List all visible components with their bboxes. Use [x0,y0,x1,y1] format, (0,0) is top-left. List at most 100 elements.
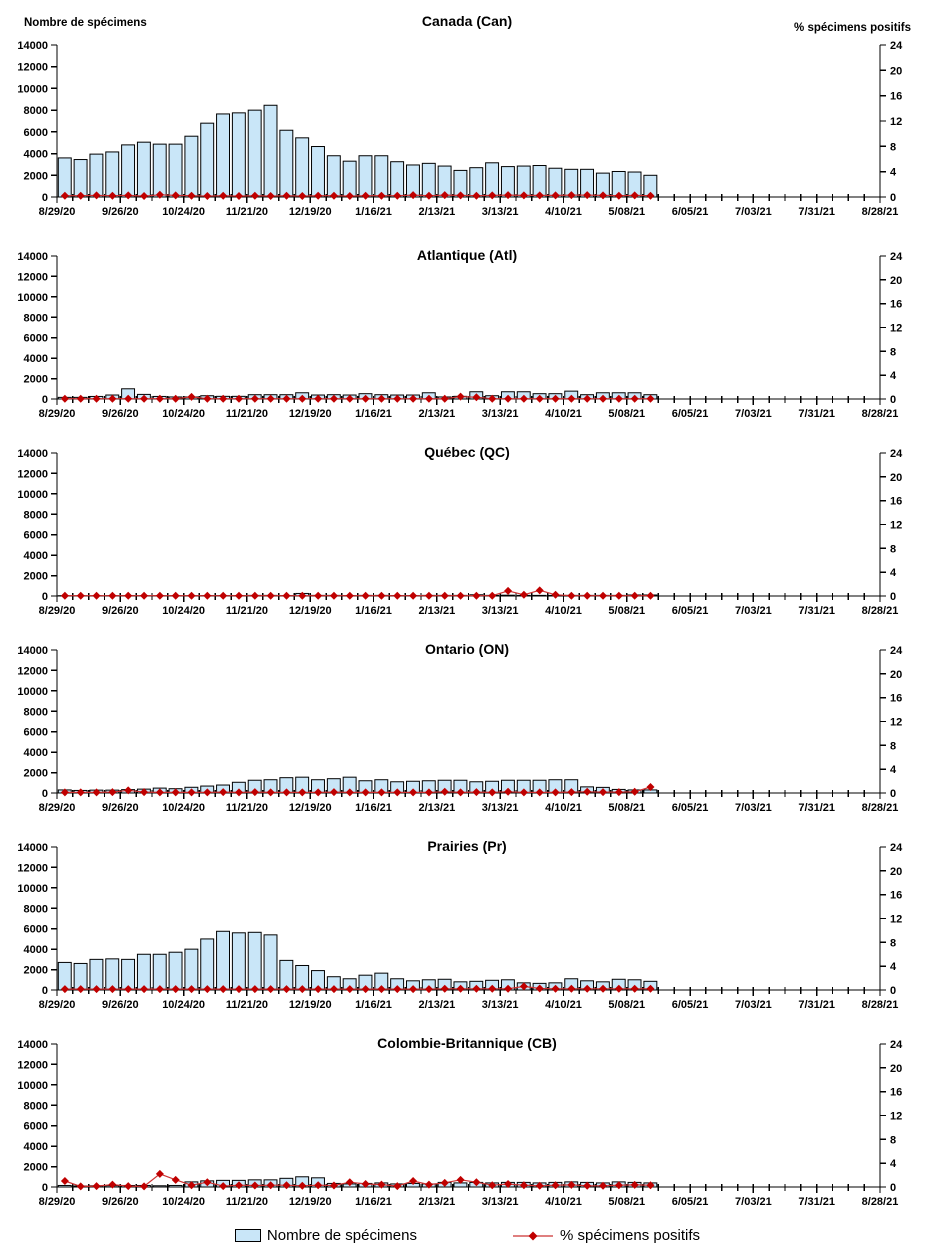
svg-text:11/21/20: 11/21/20 [226,206,268,218]
chart-title: Québec (QC) [424,444,510,460]
svg-text:2/13/21: 2/13/21 [418,999,455,1011]
legend-item-specimens: Nombre de spécimens [234,1227,417,1244]
svg-text:12/19/20: 12/19/20 [289,408,332,420]
svg-text:3/13/21: 3/13/21 [482,1196,519,1208]
axes [51,255,886,405]
svg-text:0: 0 [890,1182,896,1194]
axes [51,649,886,799]
svg-text:6000: 6000 [24,127,48,139]
svg-text:4: 4 [890,167,897,179]
chart-svg-prairies: Prairies (Pr) 0 2000 4000 6000 8000 10000 12000… [17,838,903,1011]
svg-text:8/29/20: 8/29/20 [39,408,76,420]
svg-text:9/26/20: 9/26/20 [102,408,139,420]
svg-text:5/08/21: 5/08/21 [608,802,645,814]
svg-text:9/26/20: 9/26/20 [102,802,139,814]
svg-text:6000: 6000 [24,530,48,542]
svg-text:1/16/21: 1/16/21 [355,408,392,420]
svg-text:2/13/21: 2/13/21 [418,206,455,218]
svg-text:0: 0 [42,192,48,204]
svg-text:4000: 4000 [24,944,48,956]
svg-text:3/13/21: 3/13/21 [482,999,519,1011]
svg-text:20: 20 [890,866,902,878]
tick-labels: 0 2000 4000 6000 8000 10000 12000 14000 0 4 8 12 16 2… [17,40,903,218]
svg-text:10/24/20: 10/24/20 [162,1196,205,1208]
svg-text:7/31/21: 7/31/21 [798,408,835,420]
svg-text:8/29/20: 8/29/20 [39,206,76,218]
svg-text:2000: 2000 [24,965,48,977]
svg-text:4/10/21: 4/10/21 [545,802,582,814]
svg-text:11/21/20: 11/21/20 [226,999,268,1011]
svg-text:6/05/21: 6/05/21 [672,802,709,814]
svg-text:4/10/21: 4/10/21 [545,408,582,420]
chart-section-colombie-britannique: Colombie-Britannique (CB) 0 2000 4000 6000 80… [0,1018,935,1215]
svg-text:8000: 8000 [24,706,48,718]
tick-labels: 0 2000 4000 6000 8000 10000 12000 14000 0 4 8 12 16 2… [17,251,903,420]
svg-text:16: 16 [890,496,902,508]
svg-text:8: 8 [890,346,896,358]
svg-text:10/24/20: 10/24/20 [162,408,205,420]
svg-text:8/28/21: 8/28/21 [862,206,899,218]
axes [51,452,886,602]
svg-text:2000: 2000 [24,768,48,780]
svg-text:16: 16 [890,1087,902,1099]
svg-text:10000: 10000 [17,489,48,501]
svg-text:7/31/21: 7/31/21 [798,999,835,1011]
specimens-bar-swatch-icon [234,1229,261,1242]
svg-text:4000: 4000 [24,353,48,365]
svg-text:10000: 10000 [17,83,48,95]
chart-svg-atlantique: Atlantique (Atl) 0 2000 4000 6000 8000 10000 12… [17,247,903,420]
svg-text:8/29/20: 8/29/20 [39,999,76,1011]
svg-text:7/03/21: 7/03/21 [735,206,772,218]
svg-text:8: 8 [890,543,896,555]
chart-title: Colombie-Britannique (CB) [377,1035,557,1051]
svg-text:8/28/21: 8/28/21 [862,605,899,617]
svg-text:8000: 8000 [24,105,48,117]
svg-text:8/28/21: 8/28/21 [862,999,899,1011]
legend-item-positives: % spécimens positifs [512,1227,700,1244]
svg-text:14000: 14000 [17,40,48,52]
svg-text:24: 24 [890,40,903,52]
svg-text:1/16/21: 1/16/21 [355,802,392,814]
axes [51,1043,886,1193]
svg-text:11/21/20: 11/21/20 [226,1196,268,1208]
svg-text:4/10/21: 4/10/21 [545,999,582,1011]
svg-text:6000: 6000 [24,333,48,345]
svg-text:24: 24 [890,842,903,854]
positivity-line [60,392,655,403]
svg-text:12/19/20: 12/19/20 [289,999,332,1011]
svg-text:8/28/21: 8/28/21 [862,1196,899,1208]
svg-text:12/19/20: 12/19/20 [289,605,332,617]
chart-section-quebec: Québec (QC) 0 2000 4000 6000 8000 10000 12000 14… [0,427,935,624]
chart-title: Atlantique (Atl) [417,247,517,263]
svg-text:12000: 12000 [17,1059,48,1071]
left-axis-title: Nombre de spécimens [24,17,147,29]
chart-section-atlantique: Atlantique (Atl) 0 2000 4000 6000 8000 10000 12… [0,230,935,427]
svg-text:0: 0 [890,985,896,997]
svg-text:0: 0 [890,394,896,406]
svg-text:9/26/20: 9/26/20 [102,206,139,218]
svg-text:7/03/21: 7/03/21 [735,605,772,617]
chart-section-canada: Canada (Can) Nombre de spécimens % spécime… [0,0,935,230]
svg-text:4000: 4000 [24,1141,48,1153]
svg-text:0: 0 [42,788,48,800]
positivity-line [60,190,655,201]
chart-svg-canada: Canada (Can) Nombre de spécimens % spécime… [17,13,911,218]
svg-text:5/08/21: 5/08/21 [608,605,645,617]
svg-text:1/16/21: 1/16/21 [355,605,392,617]
svg-text:16: 16 [890,693,902,705]
svg-text:10/24/20: 10/24/20 [162,802,205,814]
svg-text:12/19/20: 12/19/20 [289,802,332,814]
svg-text:4: 4 [890,961,897,973]
svg-text:14000: 14000 [17,448,48,460]
svg-text:7/03/21: 7/03/21 [735,408,772,420]
svg-text:10/24/20: 10/24/20 [162,605,205,617]
svg-text:10/24/20: 10/24/20 [162,999,205,1011]
chart-svg-quebec: Québec (QC) 0 2000 4000 6000 8000 10000 12000 14… [17,444,903,617]
svg-text:2/13/21: 2/13/21 [418,408,455,420]
svg-text:12/19/20: 12/19/20 [289,206,332,218]
svg-text:12: 12 [890,1111,902,1123]
svg-text:6000: 6000 [24,924,48,936]
svg-text:9/26/20: 9/26/20 [102,999,139,1011]
svg-text:4/10/21: 4/10/21 [545,605,582,617]
chart-section-prairies: Prairies (Pr) 0 2000 4000 6000 8000 10000 12000… [0,821,935,1018]
